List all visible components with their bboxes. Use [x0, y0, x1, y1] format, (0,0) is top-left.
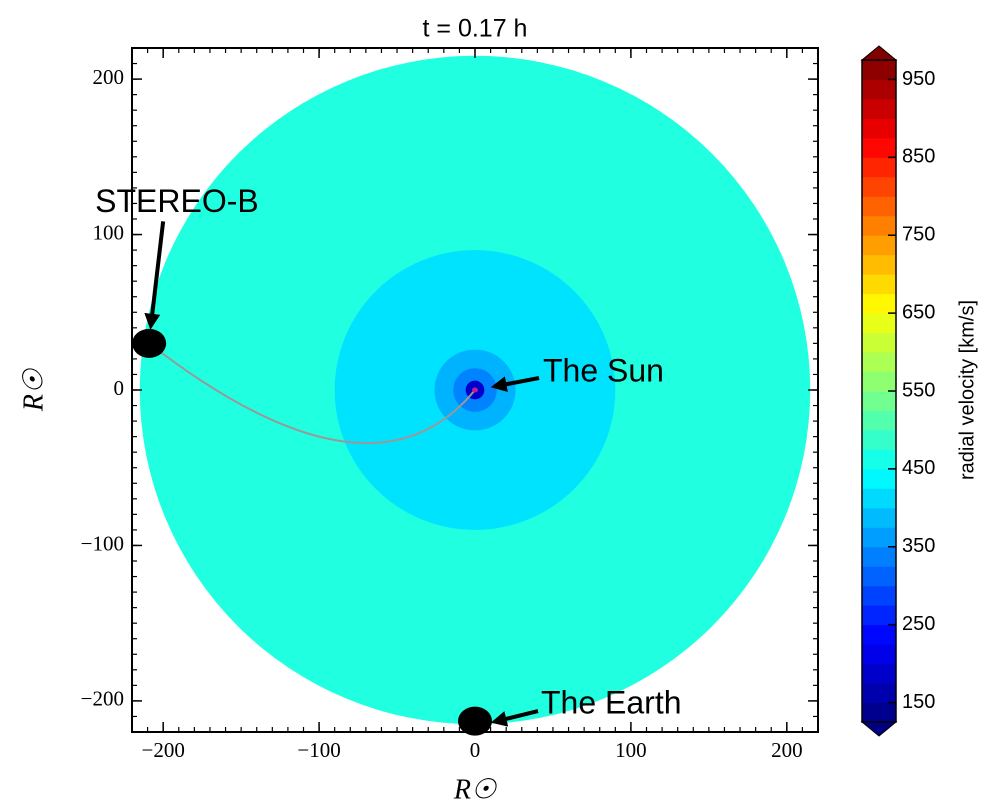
- colorbar-segment: [862, 566, 896, 586]
- colorbar-segment: [862, 196, 896, 216]
- y-tick-label: 0: [114, 376, 125, 400]
- colorbar-tick-label: 150: [902, 691, 935, 713]
- colorbar-segment: [862, 547, 896, 567]
- object-label: The Sun: [543, 352, 664, 388]
- colorbar-segment: [862, 79, 896, 99]
- y-tick-label: −100: [81, 531, 124, 555]
- colorbar-segment: [862, 508, 896, 528]
- y-axis-label: R☉: [18, 367, 49, 412]
- y-tick-label: 100: [93, 220, 125, 244]
- colorbar-segment: [862, 157, 896, 177]
- colorbar-segment: [862, 255, 896, 275]
- chart: −200 −100 0 100 200 −200 −100 0 100 200 STEREO-B Th…: [0, 0, 994, 812]
- colorbar-tick-label: 950: [902, 68, 935, 90]
- colorbar-segment: [862, 605, 896, 625]
- x-tick-label: −200: [142, 738, 185, 762]
- chart-title: t = 0.17 h: [423, 15, 528, 43]
- colorbar-segment: [862, 527, 896, 547]
- colorbar-segment: [862, 683, 896, 703]
- colorbar-tick-label: 850: [902, 146, 935, 168]
- colorbar-tick-label: 450: [902, 457, 935, 479]
- colorbar-segment: [862, 177, 896, 197]
- colorbar-segment: [862, 703, 896, 723]
- colorbar-segment: [862, 235, 896, 255]
- colorbar-segment: [862, 410, 896, 430]
- colorbar-tick-label: 750: [902, 224, 935, 246]
- colorbar-segment: [862, 99, 896, 119]
- x-tick-label: 0: [470, 738, 481, 762]
- colorbar-extend: [862, 46, 896, 60]
- colorbar-tick-label: 650: [902, 301, 935, 323]
- colorbar-segment: [862, 625, 896, 645]
- colorbar-segment: [862, 644, 896, 664]
- colorbar-tick-label: 550: [902, 379, 935, 401]
- y-tick-label: 200: [93, 65, 125, 89]
- colorbar-segment: [862, 274, 896, 294]
- colorbar-segment: [862, 372, 896, 392]
- colorbar-segment: [862, 118, 896, 138]
- colorbar-tick-label: 350: [902, 535, 935, 557]
- colorbar-segment: [862, 313, 896, 333]
- colorbar-segment: [862, 391, 896, 411]
- colorbar-segment: [862, 664, 896, 684]
- x-tick-label: 200: [771, 738, 803, 762]
- colorbar-segment: [862, 488, 896, 508]
- colorbar-segment: [862, 60, 896, 80]
- object-marker: [132, 329, 166, 358]
- colorbar-segment: [862, 469, 896, 489]
- colorbar-label: radial velocity [km/s]: [956, 300, 978, 480]
- colorbar-segment: [862, 138, 896, 158]
- colorbar-segment: [862, 333, 896, 353]
- colorbar-segment: [862, 586, 896, 606]
- colorbar-segment: [862, 294, 896, 314]
- x-tick-label: 100: [615, 738, 647, 762]
- colorbar-tick-label: 250: [902, 613, 935, 635]
- x-tick-label: −100: [297, 738, 340, 762]
- object-marker: [458, 707, 492, 736]
- object-label: STEREO-B: [95, 183, 259, 219]
- colorbar-segment: [862, 216, 896, 236]
- colorbar-segment: [862, 449, 896, 469]
- y-tick-label: −200: [81, 687, 124, 711]
- colorbar-segment: [862, 352, 896, 372]
- x-axis-label: R☉: [453, 774, 498, 805]
- colorbar-segment: [862, 430, 896, 450]
- object-label: The Earth: [541, 685, 682, 721]
- colorbar-extend: [862, 722, 896, 736]
- object-marker: [472, 387, 478, 392]
